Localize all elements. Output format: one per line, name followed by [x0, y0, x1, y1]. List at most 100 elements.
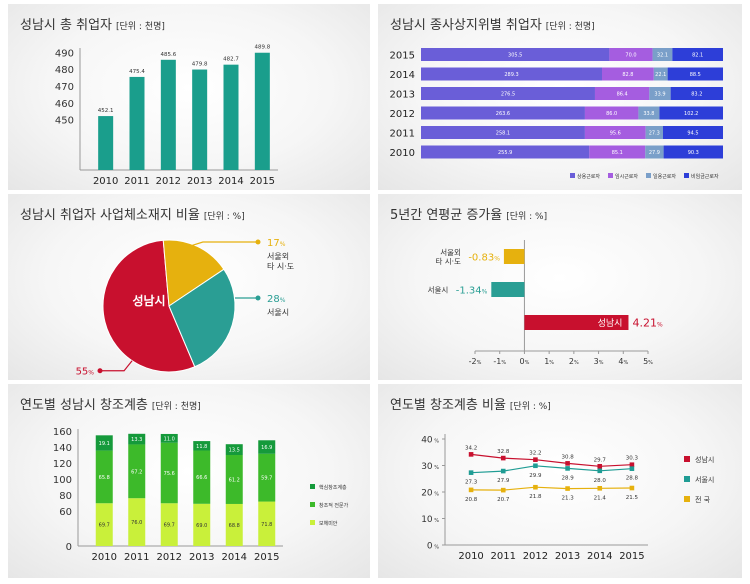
legend-swatch [684, 173, 689, 178]
data-label: 479.8 [192, 62, 208, 68]
y-tick-label: 40 % [421, 436, 439, 446]
data-point [597, 485, 603, 491]
bar-segment [128, 498, 146, 546]
bar-segment [128, 444, 146, 499]
panel-title: 성남시 총 취업자 [단위 : 천명] [20, 18, 165, 33]
data-label: 32.2 [529, 451, 541, 457]
unit-label: [단위 : 천명] [151, 402, 201, 412]
bar-segment [652, 48, 673, 61]
panel-workplace-location: 성남시 취업자 사업체소재지 비율 [단위 : %] 성남시 55% 17% 서울외 타 … [8, 194, 370, 380]
panel-creative-class: 연도별 성남시 창조계층 [단위 : 천명] 160 140 120 100 80 60 0 6… [8, 384, 370, 578]
data-point [468, 470, 474, 475]
data-label: 29.9 [529, 473, 542, 479]
data-label: -1.34% [456, 286, 488, 297]
x-tick-label: 2014 [222, 552, 247, 563]
data-label: 16.9 [261, 445, 272, 451]
bar-segment [128, 433, 146, 445]
data-label: 30.3 [626, 456, 639, 462]
data-point [468, 452, 474, 457]
data-point [565, 461, 570, 466]
bar-segment [258, 501, 276, 546]
x-tick-label: 2013 [555, 551, 580, 562]
legend-label: 보헤미안 [319, 520, 338, 527]
bar [223, 64, 239, 170]
pie-name-label: 서울시 [267, 308, 289, 317]
pie-name-label: 서울외 [267, 251, 289, 261]
data-label: 289.3 [504, 72, 518, 78]
data-label: 83.2 [691, 92, 702, 98]
data-label: 258.1 [496, 131, 510, 137]
data-label: 94.5 [687, 131, 698, 137]
data-point [533, 457, 538, 462]
series-line [471, 453, 632, 467]
data-label: 475.4 [129, 69, 145, 75]
bar [524, 315, 629, 330]
x-tick-label: 2010 [92, 552, 117, 563]
y-tick-label: 2014 [390, 70, 415, 81]
data-point [533, 463, 538, 469]
bar-segment [421, 87, 595, 100]
data-point [500, 468, 506, 474]
data-label: 33.9 [654, 92, 665, 98]
legend-label: 상용근로자 [577, 173, 600, 180]
x-tick-label: 2% [569, 357, 579, 366]
bar [503, 249, 525, 264]
bar [254, 52, 270, 170]
data-label: 69.7 [164, 523, 175, 529]
data-point [597, 468, 603, 474]
y-tick-label: 2012 [390, 109, 415, 120]
data-label: 263.6 [496, 111, 510, 117]
bar-segment [584, 126, 646, 139]
x-tick-label: 2014 [218, 176, 243, 187]
data-label: 28.0 [594, 478, 607, 484]
bar-segment [589, 145, 646, 159]
data-label: 30.8 [561, 454, 574, 460]
legend-label: 전 국 [695, 495, 711, 504]
x-tick-label: 2015 [250, 176, 275, 187]
legend-label: 일용근로자 [653, 173, 676, 180]
legend-label: 임시근로자 [615, 173, 638, 180]
leader-dot [97, 368, 103, 374]
data-label: 86.0 [606, 111, 617, 117]
panel-employment-status: 성남시 종사상지위별 취업자 [단위 : 천명] 2015 305.5 70.0 32.… [378, 4, 742, 190]
data-point [565, 486, 570, 491]
y-tick-label: 80 [59, 491, 72, 502]
data-label: 28.8 [626, 476, 639, 482]
bar-segment [672, 48, 723, 61]
x-tick-label: 2015 [619, 551, 644, 562]
bar-segment [659, 106, 723, 120]
legend-label: 성남시 [695, 455, 714, 464]
data-label: 27.3 [649, 131, 660, 137]
y-tick-label: 100 [53, 475, 72, 486]
bar-segment [95, 450, 113, 504]
bar-segment [645, 126, 663, 139]
x-tick-label: 1% [544, 357, 554, 366]
bar-segment [225, 503, 243, 546]
y-tick-label: 2011 [390, 129, 415, 140]
data-label: 452.1 [98, 108, 114, 114]
x-tick-label: 2012 [157, 552, 182, 563]
data-label: 67.2 [131, 469, 142, 475]
data-label: 68.8 [229, 523, 240, 529]
series-line [471, 465, 632, 474]
unit-label: [단위 : %] [203, 212, 245, 222]
bar-segment [225, 444, 243, 455]
unit-label: [단위 : %] [506, 212, 548, 222]
data-label: 32.1 [657, 53, 668, 59]
unit-label: [단위 : 천명] [545, 22, 595, 32]
legend-label: 창조적 전문가 [319, 502, 349, 509]
legend-swatch [684, 496, 690, 502]
bar-segment [594, 87, 650, 100]
data-label: 21.3 [561, 496, 574, 502]
panel-title: 5년간 연평균 증가율 [단위 : %] [390, 208, 548, 223]
data-label: 11.8 [196, 444, 207, 450]
x-tick-label: -2% [469, 357, 482, 366]
leader-line [100, 360, 133, 372]
data-label: 34.2 [465, 445, 477, 451]
legend-swatch [570, 173, 575, 178]
leader-dot [255, 295, 261, 301]
data-label: 489.8 [254, 45, 270, 51]
panel-title: 연도별 창조계층 비율 [단위 : %] [390, 398, 551, 413]
y-tick-label: 20 % [421, 489, 439, 499]
data-label: 86.4 [617, 92, 628, 98]
